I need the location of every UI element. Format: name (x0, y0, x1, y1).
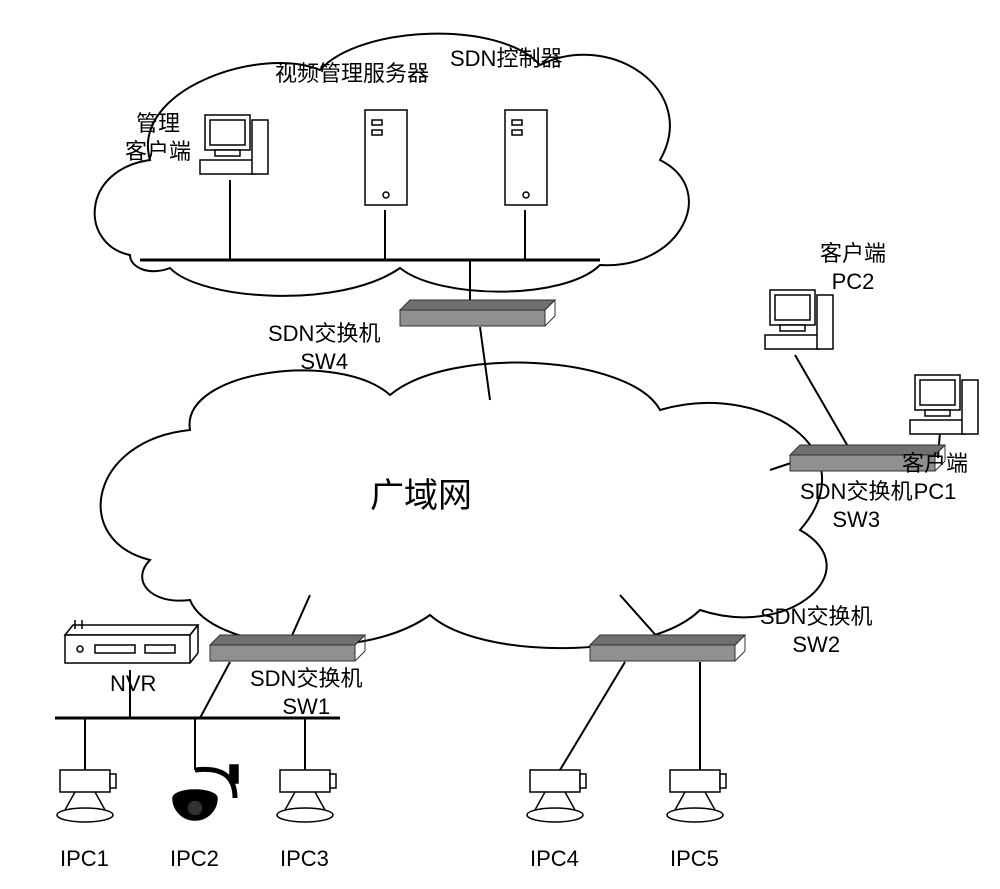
label-ipc3: IPC3 (280, 845, 329, 873)
device-ipc5 (667, 770, 726, 822)
device-ipc1 (57, 770, 116, 822)
device-pc1 (910, 375, 978, 434)
links (85, 180, 940, 770)
switch-sw2 (590, 635, 745, 661)
label-sw1: SDN交换机 SW1 (250, 665, 362, 720)
label-sw3: SDN交换机 SW3 (800, 478, 912, 533)
switch-sw1 (210, 635, 365, 661)
switch-sw4 (400, 300, 555, 326)
label-wan: 广域网 (370, 475, 472, 518)
label-sdn-controller: SDN控制器 (450, 45, 562, 73)
device-mgmt-pc (200, 115, 268, 174)
device-video-server (365, 110, 407, 205)
device-ipc4 (527, 770, 586, 822)
label-mgmt-client: 管理 客户端 (125, 110, 191, 165)
label-ipc2: IPC2 (170, 845, 219, 873)
device-pc2 (765, 290, 833, 349)
label-nvr: NVR (110, 670, 156, 698)
label-pc2: 客户端 PC2 (820, 240, 886, 295)
label-ipc4: IPC4 (530, 845, 579, 873)
device-nvr (65, 620, 198, 663)
label-ipc5: IPC5 (670, 845, 719, 873)
label-ipc1: IPC1 (60, 845, 109, 873)
label-video-server: 视频管理服务器 (275, 60, 429, 88)
device-ipc2 (173, 765, 238, 820)
label-pc1: 客户端 PC1 (902, 450, 968, 505)
label-sw2: SDN交换机 SW2 (760, 603, 872, 658)
device-ipc3 (277, 770, 336, 822)
device-sdn-controller (505, 110, 547, 205)
label-sw4: SDN交换机 SW4 (268, 320, 380, 375)
diagram-canvas: 管理 客户端 视频管理服务器 SDN控制器 SDN交换机 SW4 SDN交换机 … (0, 0, 1000, 889)
